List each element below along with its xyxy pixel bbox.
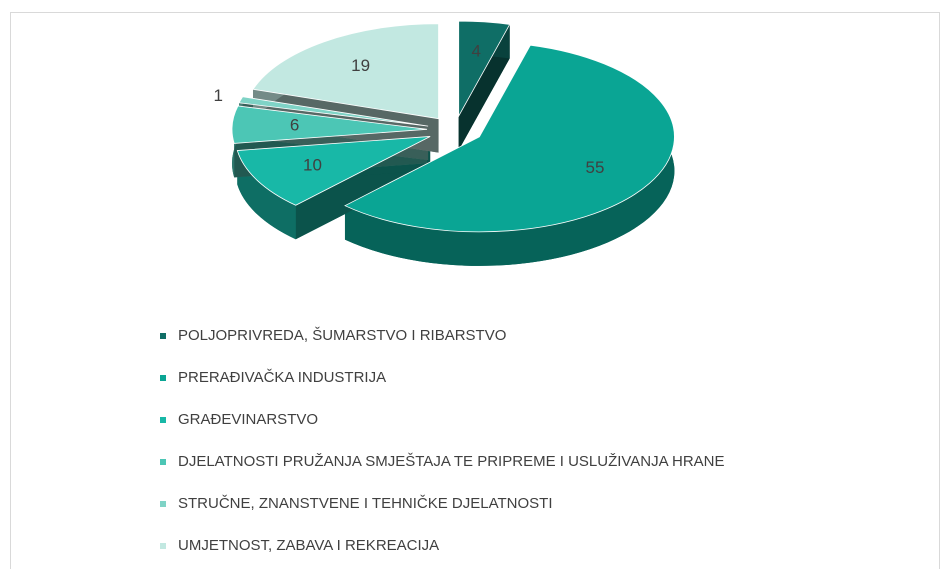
slice xyxy=(344,44,675,233)
legend-label: UMJETNOST, ZABAVA I REKREACIJA xyxy=(178,537,439,554)
data-label: 55 xyxy=(585,158,604,177)
data-label: 1 xyxy=(214,86,223,105)
data-label: 4 xyxy=(471,42,480,61)
legend-swatch xyxy=(160,543,166,549)
slice-rim xyxy=(237,150,296,240)
legend-label: PRERAĐIVAČKA INDUSTRIJA xyxy=(178,369,386,386)
slice-rim xyxy=(344,45,675,266)
legend-swatch xyxy=(160,333,166,339)
legend-swatch xyxy=(160,459,166,465)
slice xyxy=(236,136,431,206)
legend-label: GRAĐEVINARSTVO xyxy=(178,411,318,428)
legend-label: STRUČNE, ZNANSTVENE I TEHNIČKE DJELATNOS… xyxy=(178,495,553,512)
data-label: 10 xyxy=(303,156,322,175)
legend-swatch xyxy=(160,501,166,507)
slice xyxy=(238,96,429,127)
data-label: 19 xyxy=(351,56,370,75)
data-label: 6 xyxy=(290,116,299,135)
slice xyxy=(458,20,511,118)
legend-label: DJELATNOSTI PRUŽANJA SMJEŠTAJA TE PRIPRE… xyxy=(178,453,725,470)
legend-swatch xyxy=(160,375,166,381)
slice xyxy=(252,23,439,120)
legend-swatch xyxy=(160,417,166,423)
slice xyxy=(231,105,428,144)
legend-label: POLJOPRIVREDA, ŠUMARSTVO I RIBARSTVO xyxy=(178,327,506,344)
